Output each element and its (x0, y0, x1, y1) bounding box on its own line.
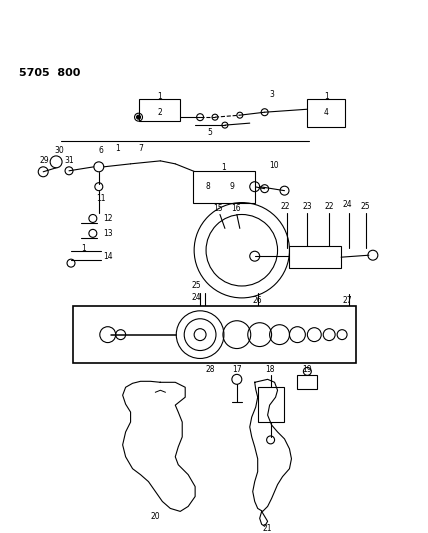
Text: 28: 28 (205, 365, 215, 374)
Text: 18: 18 (265, 365, 274, 374)
Bar (139, 99, 180, 121)
Text: 19: 19 (303, 365, 312, 374)
Text: 6: 6 (98, 147, 103, 156)
Bar (258, 387, 283, 422)
Text: 22: 22 (281, 202, 290, 211)
Text: 20: 20 (151, 512, 160, 521)
Text: 1: 1 (82, 244, 86, 253)
Text: 1: 1 (324, 92, 329, 101)
Text: 1: 1 (222, 163, 226, 172)
Text: 7: 7 (138, 144, 143, 154)
Text: 31: 31 (64, 156, 74, 165)
Text: 12: 12 (103, 214, 113, 223)
Text: 21: 21 (263, 524, 272, 533)
Circle shape (137, 115, 140, 119)
Text: 11: 11 (96, 194, 106, 203)
Text: 25: 25 (191, 281, 201, 290)
Text: 24: 24 (342, 200, 352, 209)
Bar (297, 375, 317, 389)
Bar (193, 171, 255, 203)
Text: 4: 4 (324, 108, 329, 117)
Bar (307, 99, 345, 127)
Text: 3: 3 (269, 90, 274, 99)
Text: 1: 1 (157, 92, 162, 101)
Text: 25: 25 (360, 202, 370, 211)
Text: 29: 29 (39, 156, 49, 165)
Text: 14: 14 (103, 252, 113, 261)
Text: 22: 22 (324, 202, 334, 211)
Text: 1: 1 (115, 144, 120, 154)
Text: 9: 9 (229, 182, 234, 191)
Text: 15: 15 (213, 204, 223, 213)
Text: 13: 13 (103, 229, 113, 238)
Text: 23: 23 (303, 202, 312, 211)
Bar (289, 246, 341, 268)
Text: 16: 16 (231, 204, 241, 213)
Text: 10: 10 (269, 161, 278, 171)
Bar (73, 306, 356, 364)
Text: 26: 26 (253, 296, 262, 305)
Text: 30: 30 (54, 147, 64, 156)
Text: 2: 2 (157, 108, 162, 117)
Text: 8: 8 (206, 182, 211, 191)
Text: 17: 17 (232, 365, 242, 374)
Text: 24: 24 (191, 293, 201, 302)
Text: 5705  800: 5705 800 (19, 68, 81, 77)
Text: 27: 27 (342, 296, 352, 305)
Text: 5: 5 (208, 127, 212, 136)
